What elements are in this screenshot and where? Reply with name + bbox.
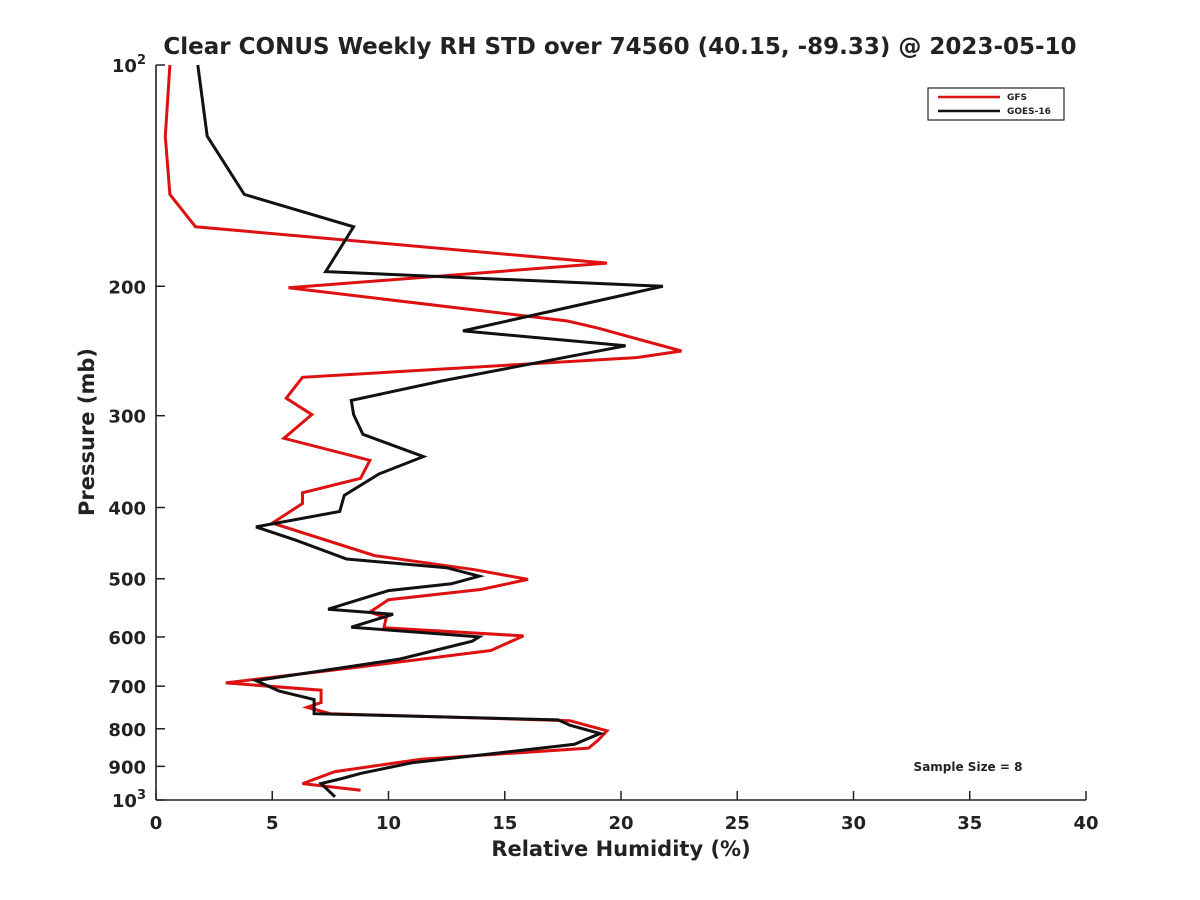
x-tick-label: 25	[725, 813, 750, 834]
y-axis-ticks: 102 200 300 400 500 600 700 800 900 103	[108, 53, 165, 812]
x-tick-label: 0	[150, 813, 163, 834]
x-axis-label: Relative Humidity (%)	[491, 837, 750, 861]
x-tick-label: 5	[266, 813, 279, 834]
y-tick-label: 500	[108, 570, 146, 591]
y-tick-label: 700	[108, 677, 146, 698]
x-tick-label: 15	[492, 813, 517, 834]
y-tick-label: 600	[108, 628, 146, 649]
y-tick-label: 800	[108, 720, 146, 741]
x-tick-label: 20	[608, 813, 633, 834]
x-tick-label: 35	[957, 813, 982, 834]
sample-size-annotation: Sample Size = 8	[914, 760, 1023, 774]
y-tick-label: 200	[108, 277, 146, 298]
x-tick-label: 30	[841, 813, 866, 834]
x-tick-label: 10	[376, 813, 401, 834]
y-tick-label: 102	[112, 53, 146, 77]
y-tick-label: 103	[112, 788, 146, 812]
legend: GFS GOES-16	[927, 87, 1065, 121]
legend-box	[927, 87, 1065, 121]
chart-title: Clear CONUS Weekly RH STD over 74560 (40…	[163, 34, 1076, 60]
y-axis-label: Pressure (mb)	[75, 348, 99, 516]
series-line-goes16	[196, 64, 664, 798]
x-tick-label: 40	[1073, 813, 1098, 834]
x-axis-ticks: 0 5 10 15 20 25 30 35 40	[150, 791, 1099, 834]
y-tick-label: 300	[108, 407, 146, 428]
legend-label-gfs: GFS	[1007, 93, 1027, 103]
series-layer	[163, 64, 682, 798]
legend-label-goes16: GOES-16	[1007, 107, 1051, 117]
series-line-gfs	[163, 64, 682, 792]
y-tick-label: 900	[108, 757, 146, 778]
y-tick-label: 400	[108, 499, 146, 520]
